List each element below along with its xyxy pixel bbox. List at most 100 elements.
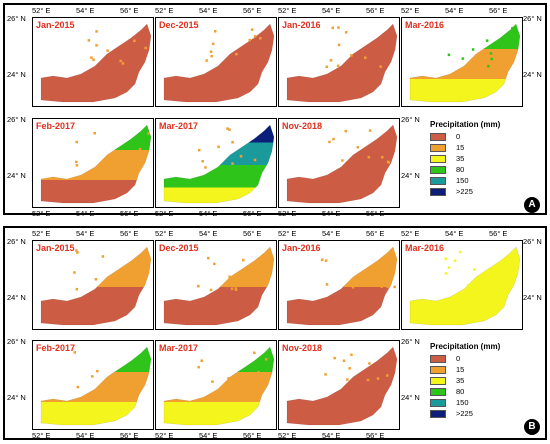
speckle-pixel [444, 272, 448, 275]
speckle-pixel [344, 129, 348, 133]
axis-tick-label: 52° E [32, 6, 51, 15]
axis-tick-label: 56° E [243, 229, 262, 238]
axis-tick-label: 26° N [523, 237, 542, 246]
legend-label: 15 [456, 365, 465, 374]
speckle-pixel [386, 285, 389, 289]
precip-band [164, 286, 274, 325]
speckle-pixel [489, 52, 493, 55]
axis-tick-label: 56° E [243, 431, 262, 440]
speckle-pixel [487, 64, 490, 68]
speckle-pixel [147, 259, 151, 262]
speckle-pixel [130, 382, 134, 385]
speckle-pixel [242, 258, 245, 262]
axis-tick-label: 24° N [7, 393, 26, 402]
speckle-pixel [211, 42, 215, 46]
speckle-pixel [240, 386, 244, 389]
speckle-pixel [240, 373, 244, 377]
speckle-pixel [76, 385, 80, 389]
speckle-pixel [92, 58, 95, 61]
speckle-pixel [367, 155, 371, 159]
axis-tick-label: 54° E [322, 209, 341, 218]
axis-tick-label: 52° E [155, 209, 174, 218]
speckle-pixel [350, 54, 353, 57]
precip-map: Nov-2018 [278, 118, 400, 208]
axis-tick-label: 54° E [322, 431, 341, 440]
speckle-pixel [144, 46, 147, 50]
axis-tick-label: 54° E [199, 6, 218, 15]
speckle-pixel [380, 285, 384, 288]
speckle-pixel [461, 57, 465, 60]
axis-tick-label: 52° E [278, 431, 297, 440]
axis-tick-label: 54° E [199, 431, 218, 440]
axis-tick-label: 52° E [32, 229, 51, 238]
country-outline [40, 246, 152, 326]
country-outline [409, 246, 521, 326]
speckle-pixel [138, 372, 142, 376]
precip-map: Dec-2015 [155, 17, 277, 107]
legend-row: 80 [430, 386, 500, 397]
speckle-pixel [93, 131, 96, 135]
legend-swatch [430, 354, 446, 363]
precip-band [164, 401, 274, 425]
axis-tick-label: 56° E [120, 209, 139, 218]
speckle-pixel [205, 59, 208, 62]
precip-map: Mar-2016 [401, 240, 523, 330]
legend-row: 35 [430, 375, 500, 386]
speckle-pixel [356, 146, 360, 149]
map-title: Mar-2016 [405, 20, 445, 30]
country-outline [163, 246, 275, 326]
legend-row: 150 [430, 175, 500, 186]
speckle-pixel [471, 48, 475, 51]
speckle-pixel [386, 374, 389, 377]
speckle-pixel [250, 28, 254, 31]
map-svg [286, 124, 398, 204]
speckle-pixel [259, 36, 262, 40]
speckle-pixel [336, 64, 340, 68]
precip-map: Feb-2017 [32, 340, 154, 430]
precip-map: Jan-2015 [32, 240, 154, 330]
map-title: Mar-2017 [159, 121, 199, 131]
legend-panel-b: Precipitation (mm) 0 15 35 80 150 >225 [430, 342, 500, 419]
panel-a-letter: A [524, 197, 540, 213]
axis-tick-label: 24° N [7, 171, 26, 180]
axis-tick-label: 26° N [401, 115, 420, 124]
legend-row: 80 [430, 164, 500, 175]
legend-swatch [430, 409, 446, 418]
precip-band [41, 286, 151, 325]
legend-row: 0 [430, 131, 500, 142]
map-svg [163, 246, 275, 326]
country-outline [409, 23, 521, 103]
map-title: Jan-2016 [282, 20, 321, 30]
precip-map: Mar-2017 [155, 340, 277, 430]
speckle-pixel [331, 26, 335, 30]
map-svg [40, 346, 152, 426]
precip-band [287, 347, 397, 425]
axis-tick-label: 56° E [489, 6, 508, 15]
map-svg [163, 124, 275, 204]
legend-label: 35 [456, 154, 465, 163]
speckle-pixel [490, 57, 494, 61]
country-outline [40, 124, 152, 204]
legend-title: Precipitation (mm) [430, 120, 501, 129]
axis-tick-label: 56° E [366, 229, 385, 238]
map-svg [409, 246, 521, 326]
axis-tick-label: 52° E [401, 229, 420, 238]
precip-map: Feb-2017 [32, 118, 154, 208]
legend-swatch [430, 365, 446, 374]
axis-tick-label: 54° E [322, 6, 341, 15]
legend-label: 0 [456, 354, 461, 363]
panel-b-frame [3, 226, 547, 440]
speckle-pixel [119, 378, 123, 381]
legend-swatch [430, 376, 446, 385]
speckle-pixel [341, 159, 344, 162]
precip-band [41, 24, 151, 102]
speckle-pixel [228, 128, 231, 131]
country-outline [163, 23, 275, 103]
speckle-pixel [101, 255, 105, 258]
speckle-pixel [120, 279, 124, 283]
speckle-pixel [324, 373, 327, 376]
axis-tick-label: 52° E [155, 431, 174, 440]
precip-band [410, 48, 520, 79]
axis-tick-label: 56° E [366, 431, 385, 440]
axis-tick-label: 52° E [278, 209, 297, 218]
